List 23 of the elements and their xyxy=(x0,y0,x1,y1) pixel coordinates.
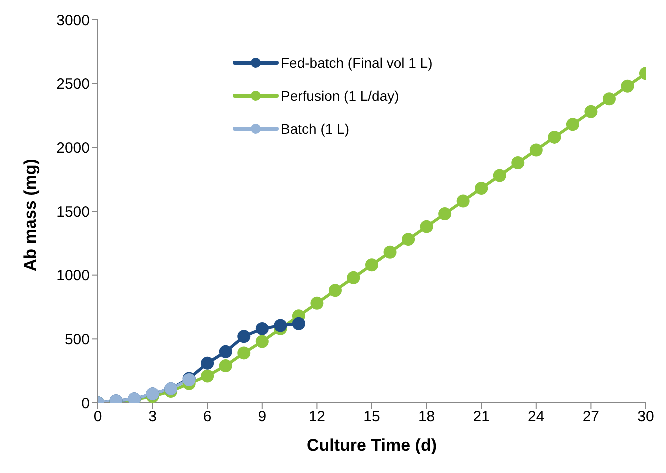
x-tick-label: 6 xyxy=(203,408,212,426)
y-tick-label: 500 xyxy=(64,331,90,348)
y-tick-label: 2500 xyxy=(56,76,90,94)
x-tick-label: 21 xyxy=(473,408,490,426)
x-tick-label: 27 xyxy=(582,408,600,426)
y-axis-title: Ab mass (mg) xyxy=(21,159,40,272)
y-tick-label: 3000 xyxy=(56,12,90,30)
x-tick-label: 24 xyxy=(528,408,545,426)
x-axis-title: Culture Time (d) xyxy=(306,436,438,455)
y-tick-label: 1000 xyxy=(56,268,90,285)
y-tick-label: 2000 xyxy=(56,140,90,157)
x-tick-label: 18 xyxy=(418,408,436,426)
x-tick-label: 3 xyxy=(148,408,157,426)
y-tick-label: 1500 xyxy=(56,204,90,221)
legend-label: Perfusion (1 L/day) xyxy=(281,88,400,104)
x-tick-label: 12 xyxy=(308,408,326,426)
legend-label: Fed-batch (Final vol 1 L) xyxy=(281,54,433,70)
x-tick-label: 15 xyxy=(364,408,380,426)
legend-label: Batch (1 L) xyxy=(281,120,350,136)
x-tick-label: 30 xyxy=(638,408,654,426)
x-tick-label: 9 xyxy=(258,408,267,426)
x-tick-label: 0 xyxy=(94,408,102,426)
y-tick-label: 0 xyxy=(82,395,90,412)
